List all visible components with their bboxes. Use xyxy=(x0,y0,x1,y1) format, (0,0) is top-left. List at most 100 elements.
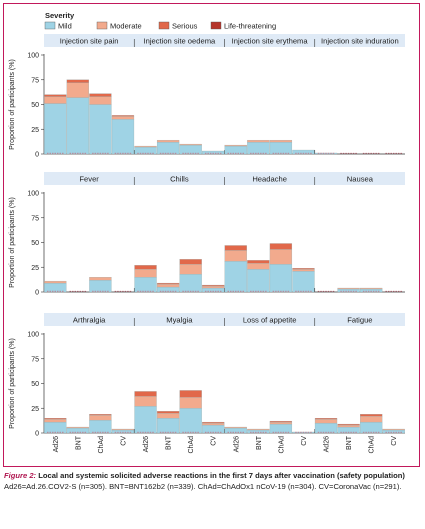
bar-ad26-mild xyxy=(224,261,247,293)
bar-chad-mild xyxy=(269,264,293,293)
bar-ad26-serious xyxy=(314,417,338,420)
bar-bnt-serious xyxy=(66,79,89,83)
chart-row-3: 0 25 50 75 100 Proportion of participants (%)… xyxy=(9,313,405,454)
bar-cv-moderate xyxy=(292,269,315,272)
bar-chad-serious xyxy=(89,93,112,97)
bar-cv-mild xyxy=(202,150,225,155)
bar-cv-serious xyxy=(202,284,225,287)
bar-chad-serious xyxy=(269,420,293,423)
y-tick-label: 100 xyxy=(27,53,39,60)
bar-cv-serious xyxy=(202,421,225,424)
bar-chad-mild xyxy=(89,104,112,155)
bar-ad26-serious xyxy=(44,417,67,420)
bar-ad26-moderate xyxy=(44,418,67,423)
bar-ad26-moderate xyxy=(44,96,67,104)
panel-loss-of-appetite: Loss of appetite Ad26 BNT ChAd CV xyxy=(224,316,315,454)
panel-myalgia: Myalgia Ad26 BNT ChAd CV xyxy=(133,316,225,454)
legend-swatch-serious xyxy=(158,21,170,30)
x-tick-label-chad: ChAd xyxy=(369,436,376,454)
y-tick-label: 75 xyxy=(31,215,39,222)
y-axis-label: Proportion of participants (%) xyxy=(9,59,16,150)
legend-swatch-life-threatening xyxy=(210,21,222,30)
legend-label-serious: Serious xyxy=(172,22,198,31)
x-tick-label-chad: ChAd xyxy=(98,436,105,454)
bar-ad26-mild xyxy=(224,145,247,155)
panel-nausea: Nausea xyxy=(314,175,402,293)
bar-bnt-mild xyxy=(247,269,270,293)
bar-ad26-mild xyxy=(134,276,157,293)
bar-chad-mild xyxy=(269,141,293,155)
x-tick-label-cv: CV xyxy=(120,436,127,446)
bar-cv-serious xyxy=(292,268,315,270)
legend-label-mild: Mild xyxy=(58,22,72,31)
bar-bnt-moderate xyxy=(66,426,89,429)
x-tick-label-chad: ChAd xyxy=(188,436,195,454)
y-tick-label: 50 xyxy=(31,381,39,388)
bar-chad-serious xyxy=(269,243,293,250)
adverse-reactions-chart: Severity Mild Moderate Serious Life-threaten… xyxy=(9,11,405,454)
bar-chad-mild xyxy=(179,274,202,293)
panel-title: Arthralgia xyxy=(73,316,106,325)
y-tick-label: 50 xyxy=(31,102,39,109)
bar-ad26-mild xyxy=(44,103,67,155)
bar-chad-serious xyxy=(179,390,202,398)
bar-ad26-moderate xyxy=(224,426,247,429)
figure-frame xyxy=(3,3,420,467)
y-tick-label: 100 xyxy=(27,332,39,339)
y-tick-label: 25 xyxy=(31,406,39,413)
caption-footnote: Ad26=Ad.26.COV2-S (n=305). BNT=BNT162b2 … xyxy=(4,482,402,491)
x-tick-label-ad26: Ad26 xyxy=(233,436,240,452)
bar-bnt-mild xyxy=(247,429,270,434)
bar-ad26-moderate xyxy=(314,418,338,424)
y-tick-label: 75 xyxy=(31,356,39,363)
bar-ad26-moderate xyxy=(134,396,157,407)
y-tick-label: 75 xyxy=(31,77,39,84)
bar-bnt-mild xyxy=(247,141,270,155)
y-tick-label: 25 xyxy=(31,127,39,134)
bar-ad26-serious xyxy=(44,94,67,97)
bar-bnt-moderate xyxy=(247,263,270,270)
y-tick-label: 0 xyxy=(35,431,39,438)
panel-title: Loss of appetite xyxy=(243,316,297,325)
x-tick-label-ad26: Ad26 xyxy=(324,436,331,452)
bar-cv-mild xyxy=(202,424,225,434)
y-tick-label: 25 xyxy=(31,265,39,272)
panel-title: Injection site oedema xyxy=(143,37,216,46)
legend-swatch-mild xyxy=(44,21,56,30)
bar-ad26-serious xyxy=(134,265,157,270)
y-axis-label: Proportion of participants (%) xyxy=(9,338,16,429)
bar-chad-moderate xyxy=(89,415,112,421)
bar-chad-mild xyxy=(269,423,293,434)
panel-fever: Fever xyxy=(44,175,132,293)
bar-bnt-mild xyxy=(337,288,360,293)
caption-title: Local and systemic solicited adverse rea… xyxy=(36,471,405,480)
legend-label-moderate: Moderate xyxy=(110,22,142,31)
panel-title: Nausea xyxy=(347,175,374,184)
bar-chad-moderate xyxy=(269,421,293,425)
y-tick-label: 50 xyxy=(31,240,39,247)
bar-bnt-moderate xyxy=(66,82,89,98)
bar-cv-moderate xyxy=(111,116,135,120)
bar-chad-serious xyxy=(179,259,202,265)
bar-bnt-mild xyxy=(156,141,180,155)
chart-row-2: 0 25 50 75 100 Proportion of participants (%)… xyxy=(9,172,405,297)
panel-title: Myalgia xyxy=(166,316,193,325)
bar-chad-mild xyxy=(179,408,202,434)
x-tick-label-bnt: BNT xyxy=(346,435,353,450)
legend-swatch-moderate xyxy=(96,21,108,30)
bar-ad26-moderate xyxy=(44,280,67,284)
panel-title: Fatigue xyxy=(347,316,372,325)
bar-bnt-moderate xyxy=(156,413,180,419)
panel-title: Chills xyxy=(170,175,189,184)
bar-ad26-moderate xyxy=(224,250,247,262)
bar-ad26-moderate xyxy=(134,145,157,148)
x-tick-label-ad26: Ad26 xyxy=(143,436,150,452)
bar-chad-moderate xyxy=(89,96,112,105)
bar-bnt-moderate xyxy=(337,287,360,290)
bar-bnt-serious xyxy=(156,282,180,285)
panel-injection-site-induration: Injection site induration xyxy=(314,37,402,155)
x-tick-label-bnt: BNT xyxy=(75,435,82,450)
bar-ad26-moderate xyxy=(224,144,247,147)
bar-ad26-serious xyxy=(224,245,247,251)
bar-chad-serious xyxy=(360,414,383,417)
